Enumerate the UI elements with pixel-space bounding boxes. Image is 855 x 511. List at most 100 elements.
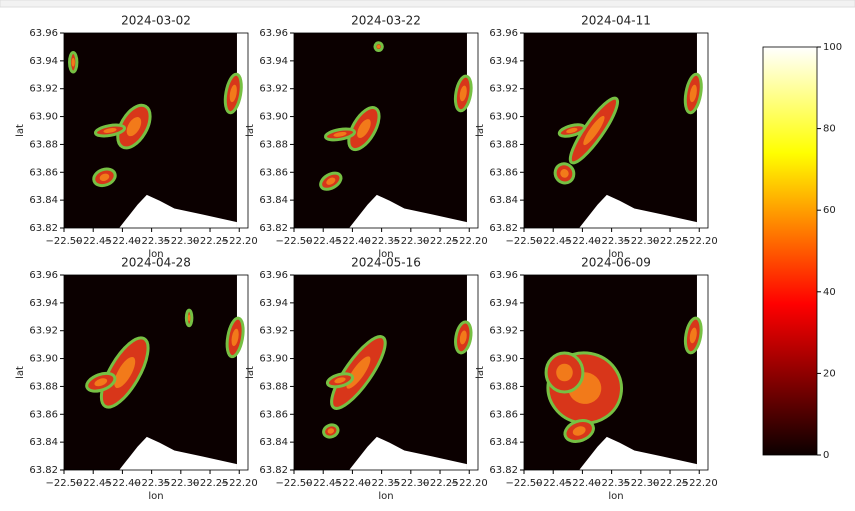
x-tick-label: −22.35 (363, 236, 400, 247)
y-tick-label: 63.84 (489, 195, 518, 206)
hotspot-core (334, 377, 346, 384)
heatmap-field (294, 275, 467, 470)
x-tick-label: −22.35 (363, 478, 400, 489)
y-tick-label: 63.84 (259, 195, 288, 206)
x-tick-label: −22.35 (593, 236, 630, 247)
heatmap-panel: −22.50−22.45−22.40−22.35−22.30−22.25−22.… (475, 256, 718, 503)
x-tick-label: −22.20 (681, 478, 718, 489)
x-tick-label: −22.45 (75, 478, 112, 489)
y-tick-label: 63.94 (29, 56, 58, 67)
colorbar (762, 46, 818, 456)
x-tick-label: −22.20 (451, 236, 488, 247)
heatmap-panel: −22.50−22.45−22.40−22.35−22.30−22.25−22.… (15, 256, 258, 503)
y-tick-label: 63.86 (29, 409, 58, 420)
y-tick-label: 63.88 (259, 381, 288, 392)
panel-title: 2024-03-22 (351, 14, 421, 28)
x-tick-label: −22.50 (45, 236, 82, 247)
x-axis-label: lon (378, 249, 393, 260)
x-tick-label: −22.40 (104, 478, 141, 489)
y-tick-label: 63.82 (29, 465, 58, 476)
y-tick-label: 63.90 (259, 354, 288, 365)
x-tick-label: −22.30 (162, 478, 199, 489)
x-tick-label: −22.20 (221, 478, 258, 489)
x-tick-label: −22.25 (422, 478, 459, 489)
x-axis-label: lon (608, 249, 623, 260)
axes-frame (523, 32, 709, 229)
x-tick-label: −22.40 (334, 478, 371, 489)
y-axis-label: lat (15, 124, 26, 137)
hotspot-core (94, 378, 108, 387)
y-tick-label: 63.88 (259, 139, 288, 150)
axes-frame (63, 274, 249, 471)
x-tick-label: −22.20 (681, 236, 718, 247)
x-tick-label: −22.45 (535, 236, 572, 247)
x-tick-label: −22.30 (622, 236, 659, 247)
x-tick-label: −22.20 (221, 236, 258, 247)
y-tick-label: 63.94 (259, 298, 288, 309)
y-tick-label: 63.84 (259, 437, 288, 448)
colorbar-tick-label: 20 (823, 368, 836, 379)
colorbar-tick-label: 40 (823, 287, 836, 298)
colorbar-tick-label: 60 (823, 205, 836, 216)
axes-frame (63, 32, 249, 229)
hotspot-core (333, 131, 347, 137)
hotspot-core (71, 57, 75, 67)
x-axis-label: lon (148, 491, 163, 502)
y-tick-label: 63.94 (259, 56, 288, 67)
heatmap-field (294, 33, 467, 228)
y-axis-label: lat (245, 366, 256, 379)
y-tick-label: 63.84 (489, 437, 518, 448)
y-tick-label: 63.94 (29, 298, 58, 309)
x-tick-label: −22.30 (622, 478, 659, 489)
y-tick-label: 63.94 (489, 56, 518, 67)
y-tick-label: 63.88 (29, 381, 58, 392)
no-data-area (119, 194, 237, 228)
y-axis-label: lat (475, 124, 486, 137)
x-tick-label: −22.35 (593, 478, 630, 489)
hotspot-core (689, 327, 697, 344)
heatmap-field (64, 33, 237, 228)
x-tick-label: −22.50 (505, 478, 542, 489)
y-tick-label: 63.92 (259, 84, 288, 95)
hotspot-core (459, 85, 467, 102)
x-tick-label: −22.50 (275, 236, 312, 247)
panel-title: 2024-03-02 (121, 14, 191, 28)
no-data-area (579, 194, 697, 228)
x-tick-label: −22.50 (275, 478, 312, 489)
hotspot-core (566, 127, 578, 134)
x-tick-label: −22.25 (422, 236, 459, 247)
heatmap-field (524, 33, 697, 228)
panel-title: 2024-04-28 (121, 256, 191, 270)
y-tick-label: 63.96 (489, 270, 518, 281)
x-axis-label: lon (378, 491, 393, 502)
no-data-area (349, 436, 467, 470)
y-tick-label: 63.92 (259, 326, 288, 337)
y-tick-label: 63.82 (259, 465, 288, 476)
y-tick-label: 63.84 (29, 195, 58, 206)
heatmap-field (64, 275, 237, 470)
x-tick-label: −22.50 (505, 236, 542, 247)
hotspot-core (327, 428, 335, 434)
heatmap-panel: −22.50−22.45−22.40−22.35−22.30−22.25−22.… (245, 256, 488, 503)
x-tick-label: −22.45 (305, 236, 342, 247)
y-tick-label: 63.92 (489, 326, 518, 337)
heatmap-panel: −22.50−22.45−22.40−22.35−22.30−22.25−22.… (245, 14, 488, 261)
hotspot-core (114, 356, 136, 389)
no-data-area (579, 436, 697, 470)
y-tick-label: 63.92 (29, 84, 58, 95)
y-tick-label: 63.88 (489, 139, 518, 150)
x-tick-label: −22.30 (392, 478, 429, 489)
hotspot-core (187, 314, 191, 322)
hotspot-core (357, 119, 371, 139)
x-tick-label: −22.40 (564, 236, 601, 247)
hotspot-core (572, 426, 586, 436)
y-axis-label: lat (15, 366, 26, 379)
colorbar-tick-label: 80 (823, 124, 836, 135)
y-tick-label: 63.86 (489, 409, 518, 420)
y-tick-label: 63.92 (29, 326, 58, 337)
axes-frame (523, 274, 709, 471)
y-tick-label: 63.86 (489, 167, 518, 178)
y-tick-label: 63.82 (29, 223, 58, 234)
heatmap-panel: −22.50−22.45−22.40−22.35−22.30−22.25−22.… (475, 14, 718, 261)
y-tick-label: 63.96 (29, 28, 58, 39)
